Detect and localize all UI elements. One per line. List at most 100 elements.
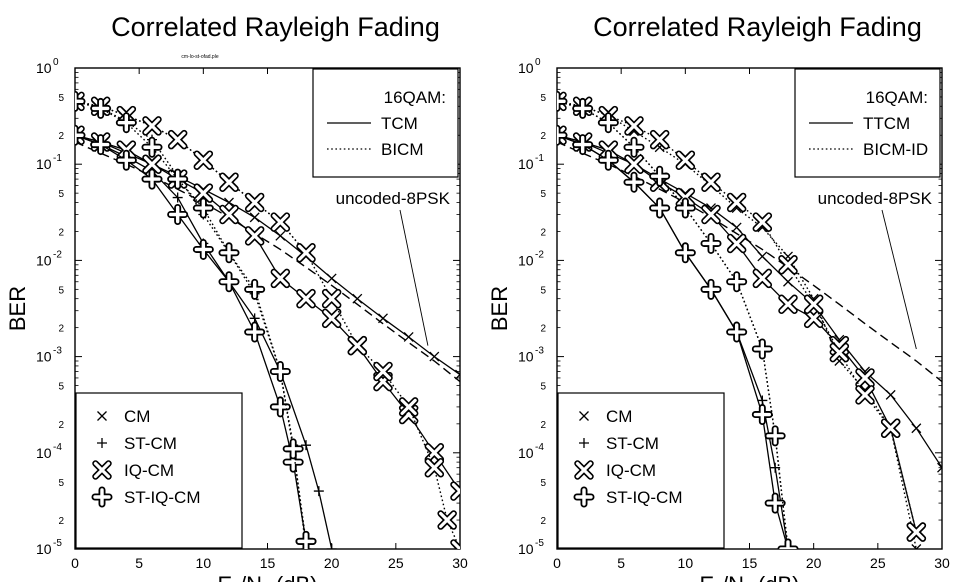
data-point	[731, 222, 742, 233]
y-tick-label: 10 -3	[36, 346, 62, 365]
y-tick-mantissa: 10	[36, 541, 52, 557]
marker-legend-label: ST-IQ-CM	[124, 488, 201, 507]
data-point	[244, 278, 266, 300]
data-point	[218, 242, 240, 264]
y-minor-label: 5	[540, 189, 546, 200]
data-point	[219, 172, 239, 192]
annotation: uncoded-8PSK	[336, 189, 451, 346]
y-tick-exponent: -5	[53, 538, 62, 549]
data-point	[777, 538, 799, 549]
data-point	[726, 271, 748, 293]
y-tick-exponent: -1	[535, 153, 544, 164]
y-tick-label: 10 0	[518, 57, 541, 76]
data-point	[557, 91, 567, 112]
data-point	[778, 255, 798, 275]
data-point	[726, 233, 747, 254]
data-point	[75, 124, 86, 146]
data-point	[757, 395, 768, 406]
data-point	[193, 183, 214, 203]
annotation-leader	[881, 209, 917, 350]
series-line	[75, 134, 460, 376]
data-point	[700, 232, 722, 254]
data-point	[249, 212, 260, 223]
marker-legend-symbol	[579, 411, 589, 421]
series-6	[75, 91, 460, 549]
y-tick-label: 10 -4	[36, 442, 62, 461]
marker-legend-symbol	[97, 438, 107, 448]
data-point	[752, 268, 773, 289]
data-point	[373, 361, 393, 382]
y-tick-mantissa: 10	[36, 445, 52, 461]
plot-area	[557, 90, 942, 549]
x-tick-label: 10	[678, 555, 694, 571]
annotation-leader	[399, 209, 429, 346]
data-point	[557, 90, 568, 112]
data-point	[352, 293, 363, 304]
x-label-unit: (dB)	[752, 572, 800, 582]
marker-legend-label: IQ-CM	[606, 461, 656, 480]
marker-legend: CM ST-CM IQ-CM ST-IQ-CM	[75, 392, 243, 549]
data-point	[911, 544, 922, 549]
x-label-slash: /N	[240, 572, 262, 582]
data-point	[244, 192, 265, 213]
data-point	[783, 276, 793, 287]
series-line	[75, 134, 460, 492]
data-point	[167, 168, 189, 190]
y-tick-mantissa: 10	[36, 252, 52, 268]
data-point	[803, 308, 824, 329]
data-point	[313, 486, 324, 497]
style-legend-heading: 16QAM:	[866, 88, 928, 107]
series-6	[557, 91, 927, 542]
series-8	[557, 90, 799, 549]
data-point	[829, 342, 850, 363]
data-point	[295, 530, 317, 549]
data-point	[752, 212, 773, 232]
data-point	[269, 396, 291, 418]
y-tick-mantissa: 10	[518, 60, 534, 76]
marker-legend-label: ST-CM	[124, 434, 177, 453]
data-point	[911, 423, 922, 434]
y-minor-label: 5	[58, 478, 64, 489]
data-point	[597, 112, 619, 134]
data-point	[649, 197, 671, 219]
y-minor-label: 2	[58, 516, 64, 527]
data-point	[450, 539, 460, 549]
x-tick-label: 25	[388, 555, 404, 571]
marker-legend-label: IQ-CM	[124, 461, 174, 480]
marker-legend-symbol	[579, 438, 589, 448]
x-tick-label: 15	[260, 555, 276, 571]
data-point	[437, 510, 457, 530]
data-point	[90, 134, 112, 156]
data-point	[424, 457, 445, 478]
data-point	[726, 321, 748, 343]
series-line	[75, 100, 460, 549]
series-7	[557, 124, 799, 549]
y-tick-exponent: -3	[53, 346, 62, 357]
y-tick-mantissa: 10	[518, 252, 534, 268]
data-point	[321, 308, 342, 329]
y-minor-label: 2	[540, 227, 546, 238]
series-8	[75, 90, 317, 549]
data-point	[75, 91, 85, 112]
y-tick-label: 10 -1	[518, 153, 544, 172]
y-minor-label: 5	[540, 382, 546, 393]
style-legend: 16QAM: TTCM BICM-ID	[794, 68, 941, 178]
style-legend-heading: 16QAM:	[384, 88, 446, 107]
x-tick-label: 5	[617, 555, 625, 571]
data-point	[597, 149, 619, 171]
data-point	[142, 116, 162, 136]
data-point	[751, 404, 773, 426]
data-point	[192, 238, 214, 260]
data-point	[675, 150, 696, 170]
style-legend-label: BICM-ID	[863, 140, 928, 159]
y-minor-label: 2	[58, 324, 64, 335]
series-2	[75, 96, 311, 258]
y-tick-label: 10 0	[36, 57, 59, 76]
x-label-unit: (dB)	[270, 572, 318, 582]
data-point	[192, 197, 214, 219]
data-point	[906, 522, 927, 542]
data-point	[701, 172, 721, 192]
data-point	[624, 154, 644, 174]
